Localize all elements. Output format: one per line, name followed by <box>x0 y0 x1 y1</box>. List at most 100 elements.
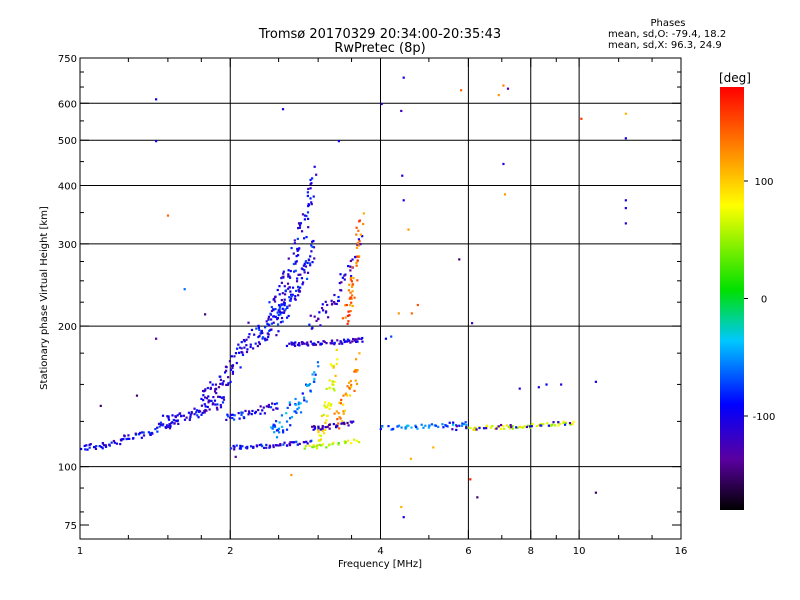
echo-point <box>234 455 237 458</box>
echo-point <box>198 410 202 413</box>
echo-point <box>476 496 479 499</box>
echo-point <box>214 388 217 391</box>
echo-point <box>572 420 575 423</box>
echo-point <box>240 341 243 344</box>
echo-point <box>202 399 205 402</box>
echo-point <box>281 303 284 306</box>
echo-point <box>279 311 282 314</box>
echo-point <box>319 438 323 441</box>
echo-point <box>359 233 362 236</box>
echo-point <box>336 425 339 428</box>
echo-point <box>209 386 212 389</box>
echo-point <box>325 310 328 313</box>
echo-point <box>323 401 327 404</box>
echo-point <box>257 341 261 344</box>
echo-point <box>307 187 310 191</box>
echo-point <box>346 385 349 388</box>
echo-point <box>193 407 196 410</box>
echo-point <box>324 300 327 303</box>
echo-point <box>309 197 312 200</box>
echo-point <box>342 410 345 413</box>
echo-point <box>209 381 212 384</box>
echo-point <box>416 427 419 430</box>
echo-point <box>189 415 192 418</box>
echo-point <box>319 434 323 437</box>
echo-point <box>99 404 102 407</box>
echo-point <box>340 420 344 423</box>
echo-point <box>313 371 316 374</box>
echo-point <box>409 457 412 460</box>
echo-point <box>327 403 330 407</box>
echo-point <box>231 416 234 420</box>
echo-point <box>189 413 192 416</box>
echo-point <box>140 436 143 439</box>
chart-subtitle: RwPretec (8p) <box>334 41 426 56</box>
echo-point <box>568 421 572 425</box>
echo-point <box>353 370 356 373</box>
echo-point <box>271 427 274 430</box>
echo-point <box>210 399 213 403</box>
echo-point <box>283 309 286 312</box>
echo-point <box>293 344 297 348</box>
echo-point <box>362 222 365 226</box>
echo-point <box>286 282 290 285</box>
echo-point <box>315 444 318 448</box>
echo-point <box>325 405 329 409</box>
echo-point <box>321 425 324 428</box>
echo-point <box>300 230 304 233</box>
echo-point <box>293 239 296 242</box>
echo-point <box>624 206 627 210</box>
echo-point <box>101 447 104 450</box>
echo-point <box>349 304 352 307</box>
echo-point <box>280 414 284 417</box>
echo-point <box>294 341 297 344</box>
echo-point <box>325 419 328 422</box>
echo-point <box>188 418 191 422</box>
echo-point <box>349 296 352 299</box>
echo-point <box>416 303 419 307</box>
echo-point <box>511 427 515 430</box>
echo-point <box>442 426 445 429</box>
echo-point <box>222 398 226 401</box>
echo-point <box>313 380 316 383</box>
x-tick-label: 10 <box>573 546 586 557</box>
echo-point <box>231 366 234 370</box>
echo-point <box>221 383 224 386</box>
echo-point <box>259 405 262 408</box>
echo-point <box>272 445 275 449</box>
echo-point <box>460 424 464 427</box>
echo-point <box>274 315 277 318</box>
echo-point <box>356 369 359 372</box>
echo-point <box>271 402 274 405</box>
echo-point <box>311 240 314 243</box>
colorbar <box>720 87 744 510</box>
echo-point <box>326 425 329 429</box>
echo-point <box>268 301 271 304</box>
echo-point <box>265 338 269 341</box>
echo-point <box>347 264 350 268</box>
echo-point <box>319 324 322 327</box>
echo-point <box>356 279 359 282</box>
echo-point <box>321 426 324 429</box>
echo-point <box>281 292 284 295</box>
echo-point <box>290 293 293 296</box>
echo-point <box>176 419 179 423</box>
echo-point <box>624 199 627 202</box>
echo-point <box>297 401 301 404</box>
echo-point <box>270 309 274 313</box>
echo-point <box>104 444 107 447</box>
echo-point <box>564 421 568 425</box>
echo-point <box>288 275 291 278</box>
echo-point <box>281 311 284 314</box>
echo-point <box>342 338 346 341</box>
echo-point <box>340 398 343 402</box>
echo-point <box>284 289 288 292</box>
echo-point <box>351 304 354 308</box>
echo-point <box>289 424 292 427</box>
echo-point <box>535 425 539 428</box>
echo-point <box>172 418 175 422</box>
echo-point <box>458 258 461 261</box>
echo-point <box>265 320 268 323</box>
echo-point <box>349 275 353 278</box>
echo-point <box>337 299 340 303</box>
